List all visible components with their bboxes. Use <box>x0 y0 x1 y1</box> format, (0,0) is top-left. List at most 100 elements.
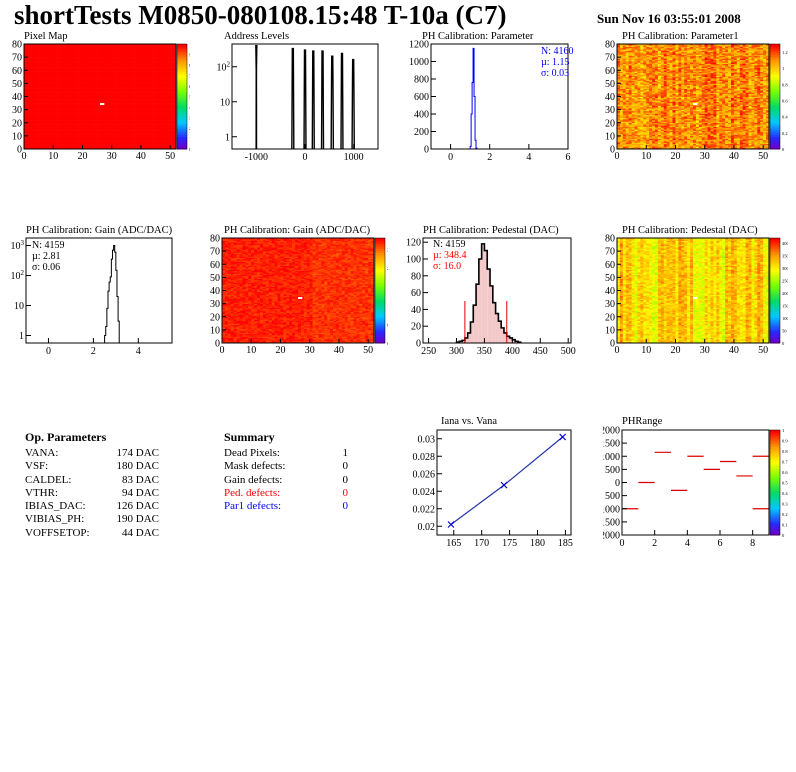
pixel-map-cell <box>111 128 115 130</box>
pixel-map-cell <box>140 63 145 66</box>
pixel-map-cell <box>94 120 98 122</box>
pixel-map-cell <box>173 80 177 83</box>
pixel-map-cell <box>29 105 34 108</box>
pixel-map-cell <box>67 124 72 126</box>
pixel-map-cell <box>158 138 162 141</box>
ph-parameter1-cell <box>617 89 621 92</box>
pixel-map-cell <box>91 62 95 64</box>
pixel-map-cell <box>88 80 92 83</box>
pixel-map-cell <box>126 116 130 118</box>
pixel-map-cell <box>94 61 98 63</box>
pixel-map-cell <box>173 113 177 116</box>
pixel-map-cell <box>132 89 136 92</box>
pixel-map-cell <box>152 51 156 54</box>
pixel-map-cell <box>53 87 57 89</box>
pixel-map-cell <box>170 125 174 127</box>
pixel-map-cell <box>126 83 130 85</box>
pixel-map-cell <box>53 133 57 135</box>
ph-parameter1-cell <box>622 131 627 134</box>
pixel-map-cell <box>53 147 57 150</box>
ph-parameter1-cell <box>622 44 627 46</box>
pixel-map-cell <box>76 66 80 68</box>
pixel-map-cell <box>158 114 162 117</box>
pixel-map-cell <box>114 146 118 148</box>
pixel-map-cell <box>155 139 159 142</box>
pixel-map-cell <box>152 65 156 67</box>
pixel-map-cell <box>173 50 177 53</box>
pixel-map-cell <box>94 45 98 47</box>
pixel-map-cell <box>111 133 115 135</box>
pixel-map-cell <box>111 130 115 133</box>
pixel-map-cell <box>38 91 42 93</box>
pixel-map-cell <box>82 116 86 118</box>
pixel-map-cell <box>85 89 89 92</box>
pixel-map-cell <box>143 88 148 91</box>
pixel-map-cell <box>161 147 165 150</box>
pixel-map-cell <box>167 122 171 125</box>
pixel-map-cell <box>105 61 110 63</box>
pixel-map-cell <box>50 146 54 148</box>
pixel-map-cell <box>149 125 153 127</box>
pixel-map-cell <box>88 49 92 51</box>
pixel-map-cell <box>97 138 101 141</box>
pixel-map-cell <box>105 143 110 146</box>
pixel-map-cell <box>29 84 34 87</box>
pixel-map-cell <box>26 112 31 114</box>
pixel-map-cell <box>143 68 148 71</box>
pixel-map-cell <box>47 65 51 67</box>
pixel-map-cell <box>158 89 162 92</box>
pixel-map-cell <box>97 91 101 93</box>
pixel-map-cell <box>85 124 89 126</box>
ph-parameter1-cell <box>637 45 641 47</box>
pixel-map-cell <box>105 129 110 131</box>
address-levels-peak <box>311 50 315 150</box>
pixel-map-cell <box>85 70 89 72</box>
pixel-map-cell <box>53 74 57 76</box>
pixel-map-cell <box>164 146 168 148</box>
pixel-map-cell <box>44 88 48 91</box>
ph-parameter1-cell <box>625 58 629 61</box>
pixel-map-cell <box>64 113 69 116</box>
pixel-map-cell <box>114 120 118 122</box>
ph-parameter1-cell <box>631 137 635 139</box>
ph-parameter1-cell <box>622 45 627 47</box>
pixel-map-cell <box>41 118 45 121</box>
pixel-map-cell <box>111 74 115 76</box>
pixel-map-cell <box>79 74 83 76</box>
pixel-map-cell <box>76 126 80 129</box>
pixel-map-cell <box>64 145 69 147</box>
pixel-map-cell <box>111 142 115 145</box>
pixel-map-cell <box>140 139 145 142</box>
pixel-map-cell <box>59 55 63 58</box>
pixel-map-cell <box>167 95 171 97</box>
pixel-map-cell <box>47 114 51 117</box>
pixel-map-cell <box>132 138 136 141</box>
pixel-map-cell <box>94 68 98 71</box>
pixel-map-cell <box>161 75 165 78</box>
pixel-map-cell <box>105 112 110 114</box>
pixel-map-cell <box>62 125 66 127</box>
pixel-map-cell <box>62 133 66 135</box>
pixel-map-cell <box>29 79 34 82</box>
pixel-map-cell <box>24 51 28 54</box>
pixel-map-cell <box>50 139 54 142</box>
pixel-map-cell <box>102 65 107 67</box>
pixel-map-cell <box>73 46 77 49</box>
pixel-map-cell <box>76 101 80 104</box>
pixel-map-cell <box>64 83 69 85</box>
pixel-map-cell <box>56 146 60 148</box>
pixel-map-cell <box>149 128 153 130</box>
pixel-map-cell <box>120 146 124 148</box>
pixel-map-cell <box>155 105 159 108</box>
pixel-map-cell <box>64 79 69 82</box>
pixel-map-cell <box>47 88 51 91</box>
pixel-map-cell <box>70 67 74 70</box>
pixel-map-cell <box>41 107 45 109</box>
pixel-map-cell <box>82 139 86 142</box>
pixel-map-cell <box>79 45 83 47</box>
ph-parameter1-cell <box>622 143 627 146</box>
pixel-map-cell <box>35 138 39 141</box>
pixel-map-cell <box>73 80 77 83</box>
pixel-map-cell <box>35 130 39 133</box>
pixel-map-cell <box>152 121 156 124</box>
